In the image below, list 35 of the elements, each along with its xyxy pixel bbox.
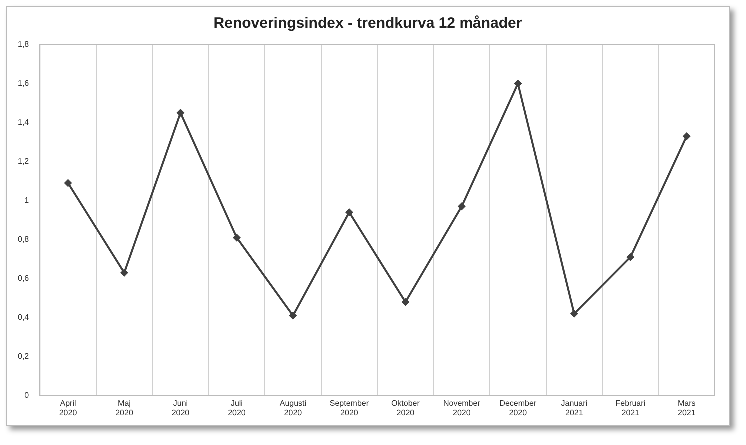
y-tick-label: 0,4 xyxy=(18,313,30,322)
point xyxy=(570,310,578,318)
x-tick-label: Juni 2020 xyxy=(172,398,190,418)
point xyxy=(64,179,72,188)
x-tick-label: Januari 2021 xyxy=(561,398,588,418)
y-tick-label: 0,2 xyxy=(18,352,30,362)
y-tick-label: 1 xyxy=(24,196,30,206)
x-tick-label: Februari 2021 xyxy=(616,398,646,418)
x-tick-label: Juli 2020 xyxy=(228,398,246,418)
chart-title: Renoveringsindex - trendkurva 12 månader xyxy=(212,15,524,32)
y-tick-label: 1,6 xyxy=(18,79,30,88)
point xyxy=(514,80,522,88)
point xyxy=(458,202,466,211)
point xyxy=(402,298,410,306)
x-tick-label: April 2020 xyxy=(59,398,78,418)
y-tick-label: 1,2 xyxy=(18,157,30,166)
y-tick-label: 1,8 xyxy=(18,40,30,50)
y-tick-label: 0,8 xyxy=(18,235,30,244)
x-tick-label: December 2020 xyxy=(500,398,537,418)
x-tick-label: November 2020 xyxy=(443,398,481,418)
point xyxy=(232,234,241,242)
point xyxy=(176,109,185,118)
point xyxy=(289,312,298,320)
y-tick-label: 1,4 xyxy=(18,118,30,128)
x-tick-label: Augusti 2020 xyxy=(280,398,307,418)
x-tick-label: Mars 2021 xyxy=(678,398,696,418)
y-tick-label: 0 xyxy=(24,391,30,400)
x-tick-label: September 2020 xyxy=(330,398,370,418)
x-tick-label: Maj 2020 xyxy=(116,398,134,418)
y-tick-label: 0,6 xyxy=(18,274,30,284)
point xyxy=(626,253,635,262)
x-tick-label: Oktober 2020 xyxy=(391,398,420,418)
point xyxy=(682,132,691,140)
point xyxy=(345,208,354,216)
point xyxy=(120,268,128,277)
